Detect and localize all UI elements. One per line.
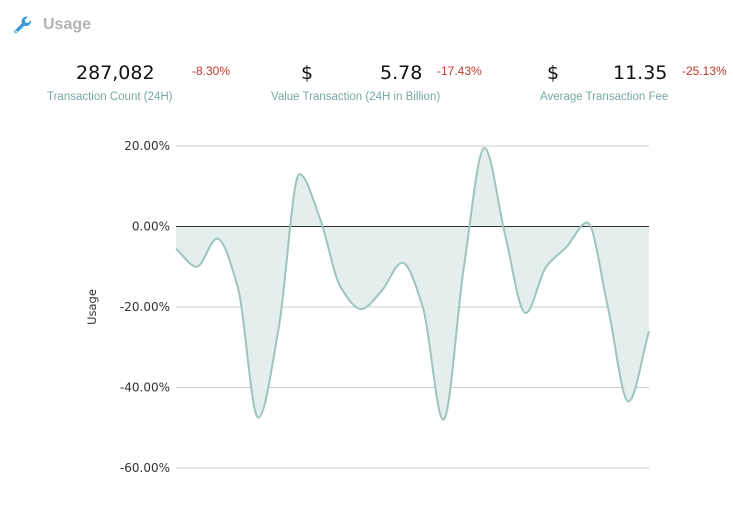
y-axis-label: Usage — [85, 289, 99, 325]
usage-chart: 20.00% 0.00% -20.00% -40.00% -60.00% Usage — [85, 139, 650, 475]
y-tick-labels: 20.00% 0.00% -20.00% -40.00% -60.00% — [120, 139, 170, 475]
wrench-icon — [12, 14, 34, 36]
currency-symbol: $ — [547, 62, 560, 84]
stat-change: -25.13% — [682, 64, 727, 78]
stat-change: -8.30% — [192, 64, 231, 78]
stat-value: 11.35 — [613, 62, 668, 84]
currency-symbol: $ — [301, 62, 314, 84]
stat-label: Average Transaction Fee — [540, 91, 669, 103]
y-tick-label: -40.00% — [120, 381, 170, 395]
area-fill — [176, 148, 649, 420]
series-line — [175, 147, 650, 421]
stat-value: 287,082 — [76, 62, 155, 84]
page-title: Usage — [43, 16, 92, 33]
y-tick-label: -60.00% — [120, 461, 170, 475]
y-tick-label: -20.00% — [120, 300, 170, 314]
usage-header: Usage — [12, 12, 91, 38]
y-tick-label: 0.00% — [132, 220, 170, 234]
stat-label: Transaction Count (24H) — [47, 91, 173, 103]
stat-change: -17.43% — [437, 64, 482, 78]
stat-value: 5.78 — [380, 62, 423, 84]
stat-label: Value Transaction (24H in Billion) — [271, 91, 441, 103]
y-tick-label: 20.00% — [124, 139, 170, 153]
